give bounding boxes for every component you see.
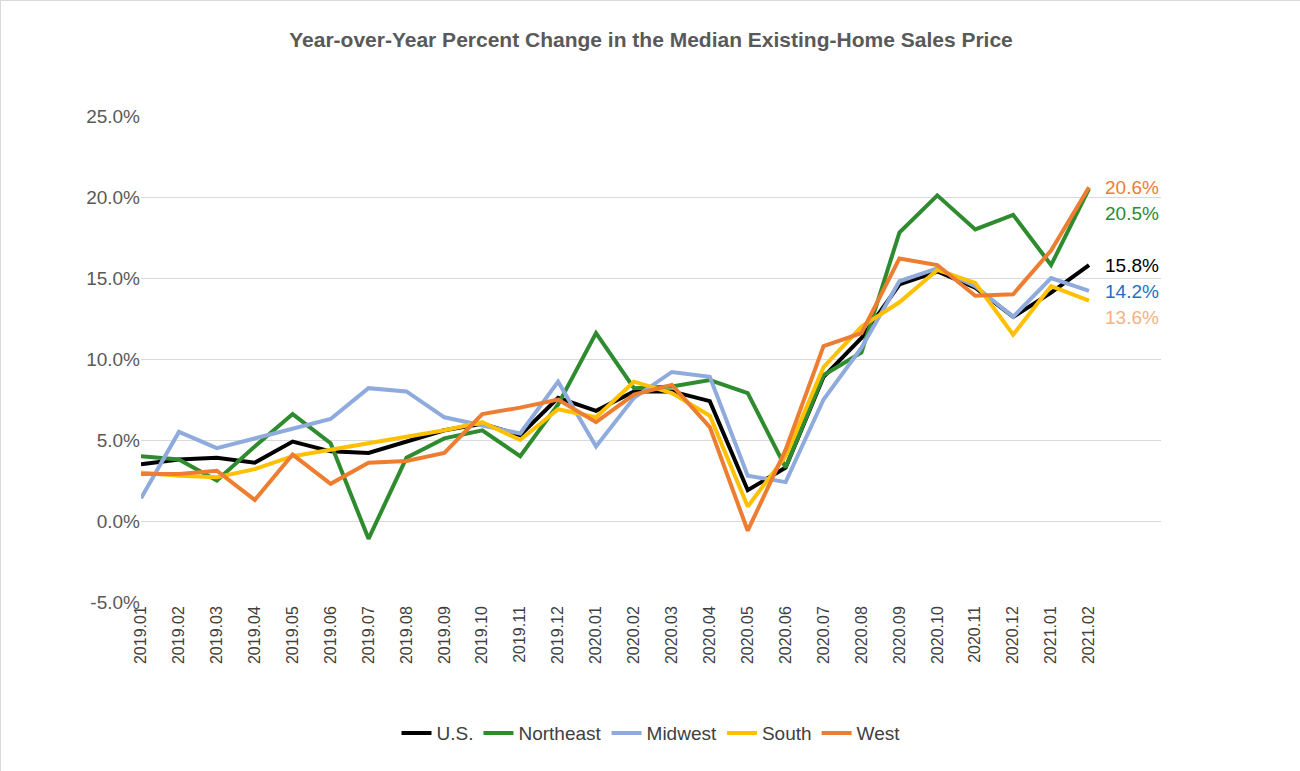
- svg-text:2019.03: 2019.03: [208, 606, 225, 664]
- svg-text:Year-over-Year Percent Change: Year-over-Year Percent Change in the Med…: [289, 28, 1013, 51]
- svg-text:2019.08: 2019.08: [398, 606, 415, 664]
- svg-text:2019.05: 2019.05: [284, 606, 301, 664]
- svg-text:2019.07: 2019.07: [360, 606, 377, 664]
- svg-text:2019.02: 2019.02: [170, 606, 187, 664]
- svg-text:20.0%: 20.0%: [86, 187, 140, 208]
- svg-text:2020.04: 2020.04: [701, 606, 718, 664]
- svg-text:South: South: [762, 723, 812, 744]
- svg-text:2019.01: 2019.01: [132, 606, 149, 664]
- svg-text:15.0%: 15.0%: [86, 268, 140, 289]
- svg-text:2020.05: 2020.05: [739, 606, 756, 664]
- svg-text:-5.0%: -5.0%: [90, 592, 140, 613]
- svg-text:2020.10: 2020.10: [929, 606, 946, 664]
- svg-text:Northeast: Northeast: [518, 723, 601, 744]
- svg-text:2019.11: 2019.11: [511, 606, 528, 663]
- svg-text:2019.10: 2019.10: [473, 606, 490, 664]
- svg-text:20.5%: 20.5%: [1105, 203, 1159, 224]
- svg-text:U.S.: U.S.: [437, 723, 474, 744]
- svg-text:2020.01: 2020.01: [587, 606, 604, 664]
- svg-text:10.0%: 10.0%: [86, 349, 140, 370]
- svg-text:2019.06: 2019.06: [322, 606, 339, 664]
- svg-text:2020.02: 2020.02: [625, 606, 642, 664]
- svg-text:Midwest: Midwest: [647, 723, 717, 744]
- svg-text:2021.02: 2021.02: [1080, 606, 1097, 664]
- svg-text:13.6%: 13.6%: [1105, 307, 1159, 328]
- svg-text:14.2%: 14.2%: [1105, 281, 1159, 302]
- svg-text:2020.07: 2020.07: [815, 606, 832, 664]
- svg-text:2021.01: 2021.01: [1042, 606, 1059, 664]
- svg-text:West: West: [857, 723, 901, 744]
- svg-text:2020.11: 2020.11: [966, 606, 983, 663]
- svg-text:2020.03: 2020.03: [663, 606, 680, 664]
- svg-text:15.8%: 15.8%: [1105, 255, 1159, 276]
- svg-text:2020.09: 2020.09: [891, 606, 908, 664]
- svg-text:2019.04: 2019.04: [246, 606, 263, 664]
- svg-text:2019.12: 2019.12: [549, 606, 566, 664]
- svg-text:2020.06: 2020.06: [777, 606, 794, 664]
- svg-text:25.0%: 25.0%: [86, 106, 140, 127]
- svg-text:0.0%: 0.0%: [97, 511, 140, 532]
- svg-text:5.0%: 5.0%: [97, 430, 140, 451]
- svg-text:2019.09: 2019.09: [436, 606, 453, 664]
- svg-text:2020.12: 2020.12: [1004, 606, 1021, 664]
- svg-text:2020.08: 2020.08: [853, 606, 870, 664]
- svg-text:20.6%: 20.6%: [1105, 177, 1159, 198]
